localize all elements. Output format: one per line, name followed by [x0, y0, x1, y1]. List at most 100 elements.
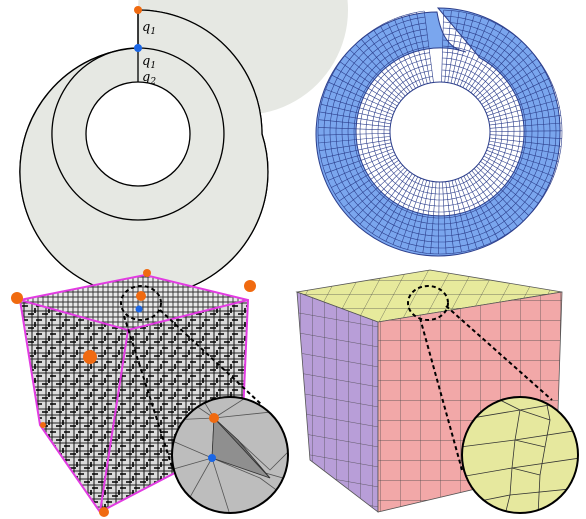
mesh-radial-line [456, 17, 482, 86]
mesh-radial-line [486, 149, 554, 177]
mesh-radial-line [320, 142, 392, 159]
mesh-radial-line [454, 179, 477, 249]
mesh-radial-line [365, 171, 410, 230]
annulus-domain-diagram: q1 q1 q2 [19, 0, 348, 297]
mesh-radial-line [318, 119, 391, 128]
mesh-radial-line [393, 18, 422, 86]
mesh-radial-line [470, 36, 516, 93]
mesh-radial-line [468, 31, 510, 91]
singularity-orange-dot [134, 6, 142, 14]
mesh-radial-line [372, 173, 413, 234]
mesh-radial-line [416, 12, 431, 83]
mesh-radial-line [407, 180, 427, 250]
mesh-radial-line [468, 172, 512, 232]
mesh-radial-line [327, 151, 395, 181]
mesh-radial-line [445, 181, 455, 254]
mesh-radial-line [349, 49, 404, 99]
mesh-radial-line [478, 163, 535, 211]
mesh-radial-line [488, 107, 560, 123]
mesh-radial-line [489, 134, 562, 139]
mesh-radial-line [487, 92, 556, 117]
mesh-radial-line [463, 175, 499, 240]
mesh-radial-line [392, 177, 421, 245]
mesh-radial-line [441, 10, 444, 83]
mesh-radial-line [448, 181, 462, 253]
mesh-radial-line [328, 81, 395, 112]
cube-left-face [20, 300, 128, 512]
zoom-circle-right [461, 396, 579, 514]
mesh-radial-line [471, 170, 518, 227]
mesh-radial-line [447, 11, 460, 83]
singular-vertex-blue [135, 305, 143, 313]
corner-vertex-5 [40, 422, 46, 428]
corner-vertex-4 [83, 350, 97, 364]
mesh-radial-line [488, 99, 558, 120]
mesh-radial-line [423, 10, 434, 83]
mesh-radial-line [479, 58, 538, 103]
mesh-radial-line [317, 133, 391, 136]
mesh-radial-line [465, 27, 504, 90]
mesh-radial-line [331, 154, 396, 188]
mesh-radial-line [386, 21, 419, 88]
zoom-circle-left [171, 396, 289, 514]
mesh-radial-line [339, 61, 400, 104]
quad-mesh-hole [389, 81, 491, 183]
mesh-radial-line [408, 13, 428, 84]
mesh-radial-line [366, 34, 411, 93]
mesh-radial-line [379, 25, 416, 89]
mesh-radial-line [359, 169, 408, 225]
mesh-radial-line [378, 175, 416, 238]
label-q1-mid: q1 [142, 54, 156, 71]
corner-vertex-2 [143, 269, 151, 277]
mesh-radial-line [460, 177, 492, 243]
mesh-radial-line [451, 180, 470, 251]
mesh-radial-line [476, 166, 530, 216]
mesh-radial-line [489, 130, 563, 132]
zoom-guide-right-2 [445, 305, 553, 401]
mesh-radial-line [318, 127, 391, 131]
mesh-radial-line [486, 85, 553, 114]
mesh-radial-line [430, 181, 437, 254]
middle-boundary [51, 47, 225, 221]
label-q2: q2 [142, 70, 156, 87]
zoom-guide-right-1 [419, 317, 463, 471]
mesh-radial-line [477, 52, 533, 100]
mesh-radial-line [475, 46, 528, 98]
mesh-radial-line [325, 89, 394, 115]
mesh-radial-line [485, 152, 551, 184]
singularity-blue-dot [134, 44, 142, 52]
mesh-radial-line [489, 140, 561, 155]
mesh-radial-line [344, 55, 402, 101]
mesh-radial-line [373, 29, 413, 91]
inner-hole [85, 81, 191, 187]
mesh-radial-line [473, 40, 522, 96]
tet-mesh-cube-diagram [11, 269, 289, 517]
zoom-region-right [407, 285, 449, 321]
mesh-radial-line [459, 20, 490, 87]
mesh-radial-line [319, 139, 391, 151]
mesh-radial-line [318, 136, 391, 144]
mesh-radial-line [343, 162, 401, 208]
mesh-radial-line [322, 145, 393, 167]
quad-mesh-diagram [315, 7, 563, 257]
zoom-inset-right [462, 397, 578, 513]
zoom-guide-left-2 [159, 309, 263, 406]
mesh-radial-line [354, 167, 406, 220]
mesh-radial-line [401, 16, 425, 85]
mesh-radial-line [348, 165, 403, 214]
mesh-radial-line [487, 146, 557, 170]
singular-vertex-orange [136, 291, 146, 301]
hex-mesh-cube-diagram [295, 269, 579, 514]
label-q1-top: q1 [142, 20, 156, 37]
mesh-radial-line [482, 158, 544, 198]
mesh-radial-line [483, 71, 547, 108]
mesh-radial-line [399, 179, 424, 248]
corner-vertex-3 [244, 280, 256, 292]
mesh-radial-line [385, 176, 419, 242]
zoom-region-left [120, 285, 162, 321]
mesh-radial-line [481, 64, 542, 105]
mesh-radial-line [355, 43, 406, 97]
mesh-radial-line [450, 12, 468, 84]
hex-side-face [296, 291, 379, 513]
mesh-radial-line [335, 68, 398, 107]
